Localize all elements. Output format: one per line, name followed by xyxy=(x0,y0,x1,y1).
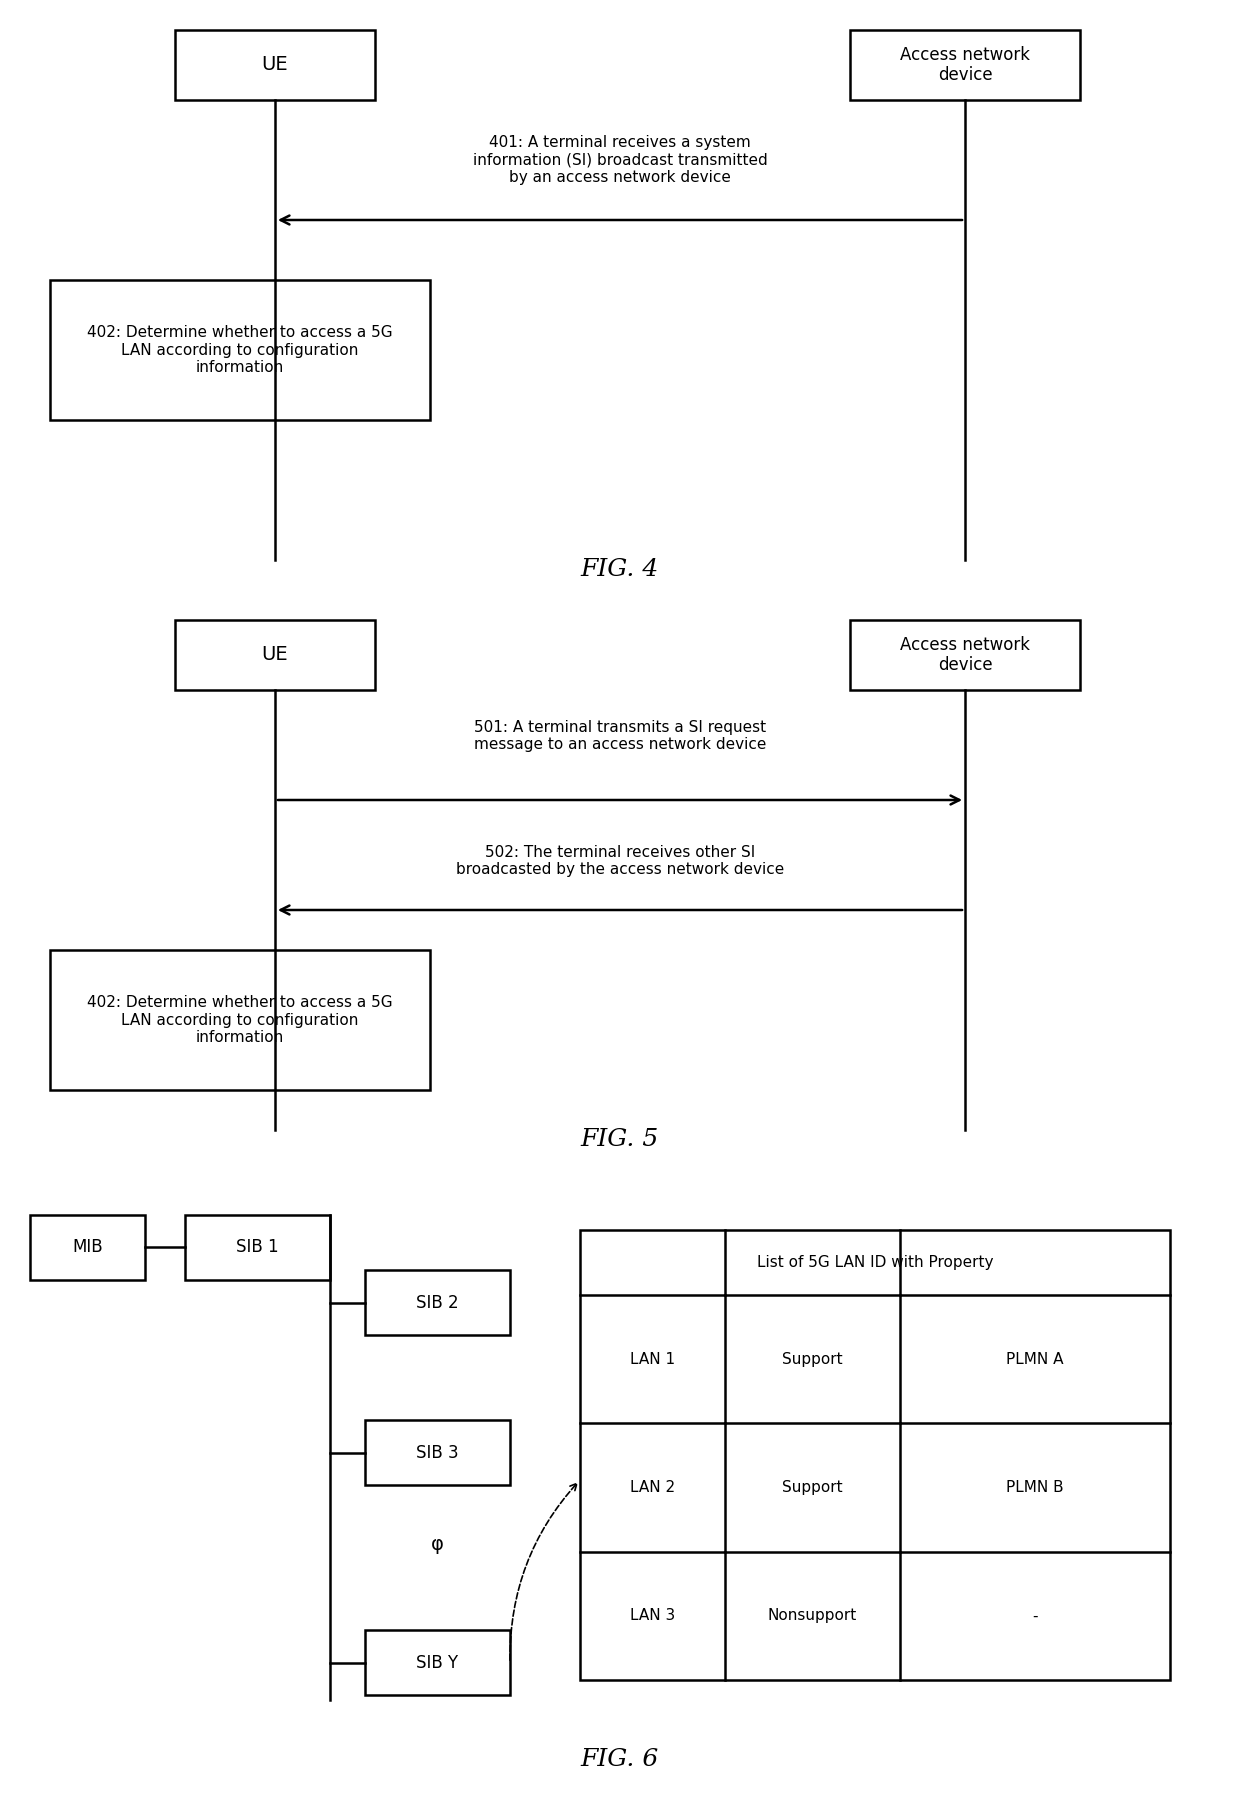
Text: PLMN B: PLMN B xyxy=(1006,1480,1064,1494)
Text: φ: φ xyxy=(430,1535,444,1555)
Text: Access network
device: Access network device xyxy=(900,45,1030,85)
Text: FIG. 4: FIG. 4 xyxy=(580,559,660,581)
Text: PLMN A: PLMN A xyxy=(1006,1352,1064,1366)
Text: UE: UE xyxy=(262,56,289,74)
Bar xyxy=(580,1230,1171,1679)
Text: -: - xyxy=(1032,1609,1038,1624)
Text: FIG. 5: FIG. 5 xyxy=(580,1129,660,1151)
Bar xyxy=(175,620,374,690)
Text: Nonsupport: Nonsupport xyxy=(768,1609,857,1624)
Text: LAN 3: LAN 3 xyxy=(630,1609,675,1624)
Text: MIB: MIB xyxy=(72,1239,103,1257)
Text: SIB 2: SIB 2 xyxy=(417,1293,459,1311)
Text: SIB 3: SIB 3 xyxy=(417,1444,459,1462)
Text: 402: Determine whether to access a 5G
LAN according to configuration
information: 402: Determine whether to access a 5G LA… xyxy=(87,994,393,1045)
Text: LAN 2: LAN 2 xyxy=(630,1480,675,1494)
Text: 401: A terminal receives a system
information (SI) broadcast transmitted
by an a: 401: A terminal receives a system inform… xyxy=(472,135,768,185)
Text: UE: UE xyxy=(262,645,289,665)
Bar xyxy=(175,31,374,101)
Text: 402: Determine whether to access a 5G
LAN according to configuration
information: 402: Determine whether to access a 5G LA… xyxy=(87,325,393,376)
Text: List of 5G LAN ID with Property: List of 5G LAN ID with Property xyxy=(756,1255,993,1269)
Bar xyxy=(185,1215,330,1280)
Bar xyxy=(849,31,1080,101)
Text: 501: A terminal transmits a SI request
message to an access network device: 501: A terminal transmits a SI request m… xyxy=(474,719,766,752)
Bar xyxy=(30,1215,145,1280)
Bar xyxy=(50,949,430,1090)
Bar xyxy=(365,1631,510,1696)
Text: FIG. 6: FIG. 6 xyxy=(580,1748,660,1771)
Text: LAN 1: LAN 1 xyxy=(630,1352,675,1366)
Bar xyxy=(849,620,1080,690)
Text: Access network
device: Access network device xyxy=(900,636,1030,674)
Text: SIB Y: SIB Y xyxy=(417,1654,459,1672)
Bar xyxy=(365,1269,510,1334)
Bar xyxy=(365,1420,510,1485)
Text: Support: Support xyxy=(782,1352,843,1366)
Text: Support: Support xyxy=(782,1480,843,1494)
Text: SIB 1: SIB 1 xyxy=(236,1239,279,1257)
Bar xyxy=(50,280,430,421)
Text: 502: The terminal receives other SI
broadcasted by the access network device: 502: The terminal receives other SI broa… xyxy=(456,845,784,877)
